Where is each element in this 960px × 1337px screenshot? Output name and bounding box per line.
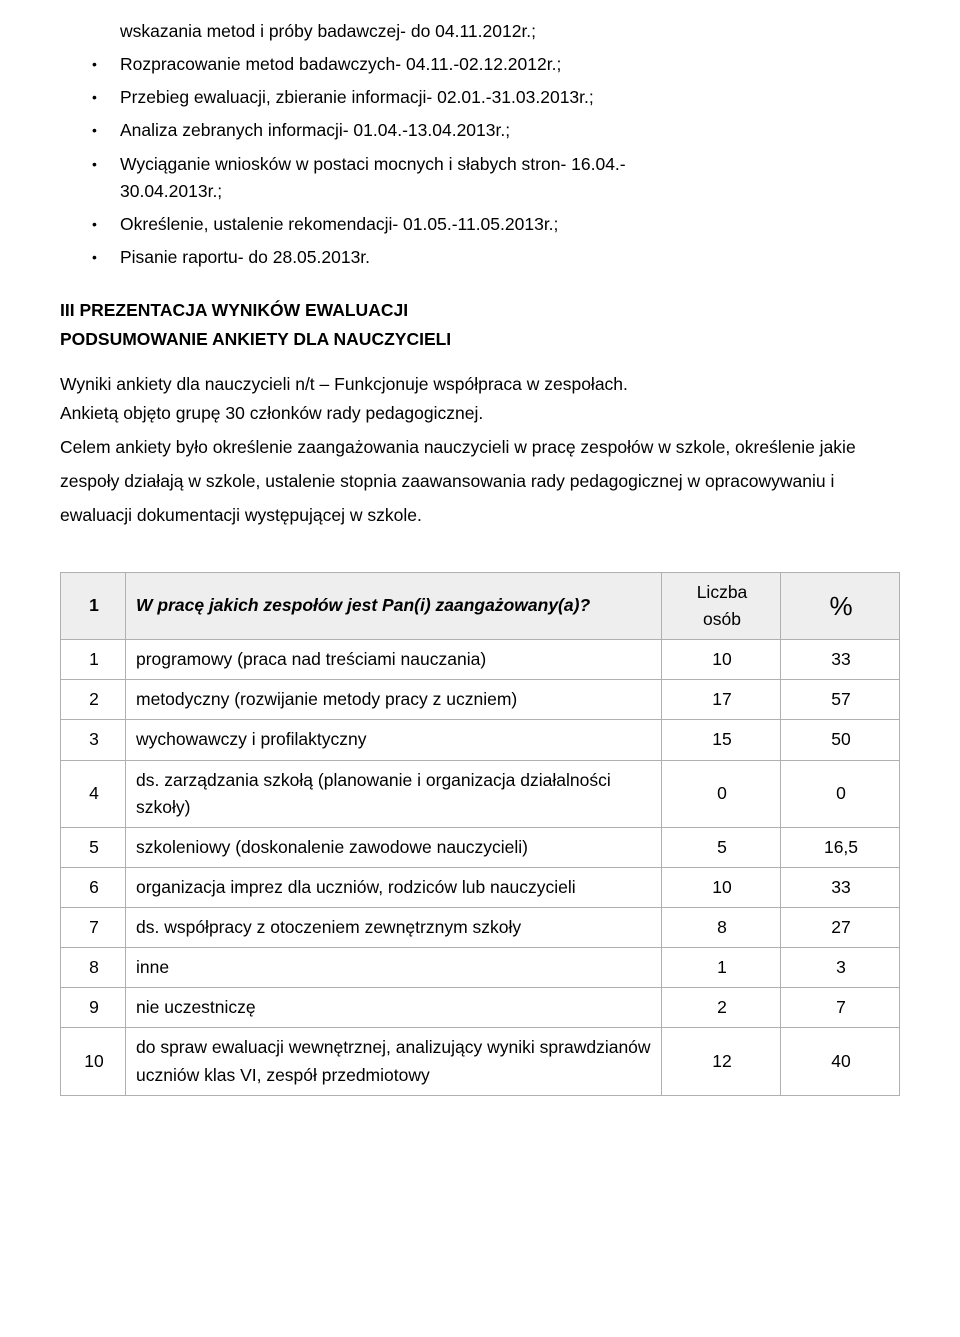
row-percent: 33: [781, 640, 900, 680]
row-text: nie uczestniczę: [126, 988, 662, 1028]
row-percent: 7: [781, 988, 900, 1028]
row-count: 10: [662, 640, 781, 680]
section-heading-line2: PODSUMOWANIE ANKIETY DLA NAUCZYCIELI: [60, 326, 900, 353]
row-text: ds. współpracy z otoczeniem zewnętrznym …: [126, 908, 662, 948]
row-number: 1: [61, 640, 126, 680]
row-text: ds. zarządzania szkołą (planowanie i org…: [126, 760, 662, 827]
row-number: 8: [61, 948, 126, 988]
row-count: 5: [662, 827, 781, 867]
row-number: 4: [61, 760, 126, 827]
row-percent: 16,5: [781, 827, 900, 867]
header-percent: %: [781, 572, 900, 639]
row-number: 2: [61, 680, 126, 720]
paragraph: Ankietą objęto grupę 30 członków rady pe…: [60, 400, 900, 427]
list-item: Określenie, ustalenie rekomendacji- 01.0…: [60, 211, 900, 238]
row-text: inne: [126, 948, 662, 988]
paragraph: Celem ankiety było określenie zaangażowa…: [60, 430, 900, 532]
section-heading-line1: III PREZENTACJA WYNIKÓW EWALUACJI: [60, 297, 900, 324]
row-percent: 27: [781, 908, 900, 948]
table-row: 5 szkoleniowy (doskonalenie zawodowe nau…: [61, 827, 900, 867]
list-item: Wyciąganie wniosków w postaci mocnych i …: [60, 151, 900, 205]
row-count: 2: [662, 988, 781, 1028]
row-count: 15: [662, 720, 781, 760]
row-count: 8: [662, 908, 781, 948]
list-item-text: Wyciąganie wniosków w postaci mocnych i …: [120, 154, 626, 174]
row-percent: 50: [781, 720, 900, 760]
header-question: W pracę jakich zespołów jest Pan(i) zaan…: [126, 572, 662, 639]
list-item-continuation: 30.04.2013r.;: [120, 178, 900, 205]
row-number: 6: [61, 867, 126, 907]
table-row: 8 inne 1 3: [61, 948, 900, 988]
list-item: Rozpracowanie metod badawczych- 04.11.-0…: [60, 51, 900, 78]
row-text: wychowawczy i profilaktyczny: [126, 720, 662, 760]
row-text: szkoleniowy (doskonalenie zawodowe naucz…: [126, 827, 662, 867]
paragraph: Wyniki ankiety dla nauczycieli n/t – Fun…: [60, 371, 900, 398]
table-row: 10 do spraw ewaluacji wewnętrznej, anali…: [61, 1028, 900, 1095]
row-percent: 40: [781, 1028, 900, 1095]
row-percent: 0: [781, 760, 900, 827]
row-number: 5: [61, 827, 126, 867]
row-text: do spraw ewaluacji wewnętrznej, analizuj…: [126, 1028, 662, 1095]
table-row: 9 nie uczestniczę 2 7: [61, 988, 900, 1028]
row-number: 10: [61, 1028, 126, 1095]
table-row: 3 wychowawczy i profilaktyczny 15 50: [61, 720, 900, 760]
row-count: 0: [662, 760, 781, 827]
row-count: 17: [662, 680, 781, 720]
header-count: Liczbaosób: [662, 572, 781, 639]
list-item: Analiza zebranych informacji- 01.04.-13.…: [60, 117, 900, 144]
table-row: 6 organizacja imprez dla uczniów, rodzic…: [61, 867, 900, 907]
bullet-list: Rozpracowanie metod badawczych- 04.11.-0…: [60, 51, 900, 271]
row-text: programowy (praca nad treściami nauczani…: [126, 640, 662, 680]
row-number: 3: [61, 720, 126, 760]
list-item: Pisanie raportu- do 28.05.2013r.: [60, 244, 900, 271]
table-row: 2 metodyczny (rozwijanie metody pracy z …: [61, 680, 900, 720]
table-header-row: 1 W pracę jakich zespołów jest Pan(i) za…: [61, 572, 900, 639]
row-count: 12: [662, 1028, 781, 1095]
list-item: Przebieg ewaluacji, zbieranie informacji…: [60, 84, 900, 111]
row-percent: 33: [781, 867, 900, 907]
row-count: 1: [662, 948, 781, 988]
table-row: 7 ds. współpracy z otoczeniem zewnętrzny…: [61, 908, 900, 948]
table-row: 4 ds. zarządzania szkołą (planowanie i o…: [61, 760, 900, 827]
table-row: 1 programowy (praca nad treściami naucza…: [61, 640, 900, 680]
row-text: organizacja imprez dla uczniów, rodziców…: [126, 867, 662, 907]
row-number: 7: [61, 908, 126, 948]
row-percent: 57: [781, 680, 900, 720]
document-page: wskazania metod i próby badawczej- do 04…: [0, 0, 960, 1106]
row-count: 10: [662, 867, 781, 907]
row-text: metodyczny (rozwijanie metody pracy z uc…: [126, 680, 662, 720]
header-number: 1: [61, 572, 126, 639]
results-table: 1 W pracę jakich zespołów jest Pan(i) za…: [60, 572, 900, 1096]
row-percent: 3: [781, 948, 900, 988]
row-number: 9: [61, 988, 126, 1028]
intro-line: wskazania metod i próby badawczej- do 04…: [60, 18, 900, 45]
